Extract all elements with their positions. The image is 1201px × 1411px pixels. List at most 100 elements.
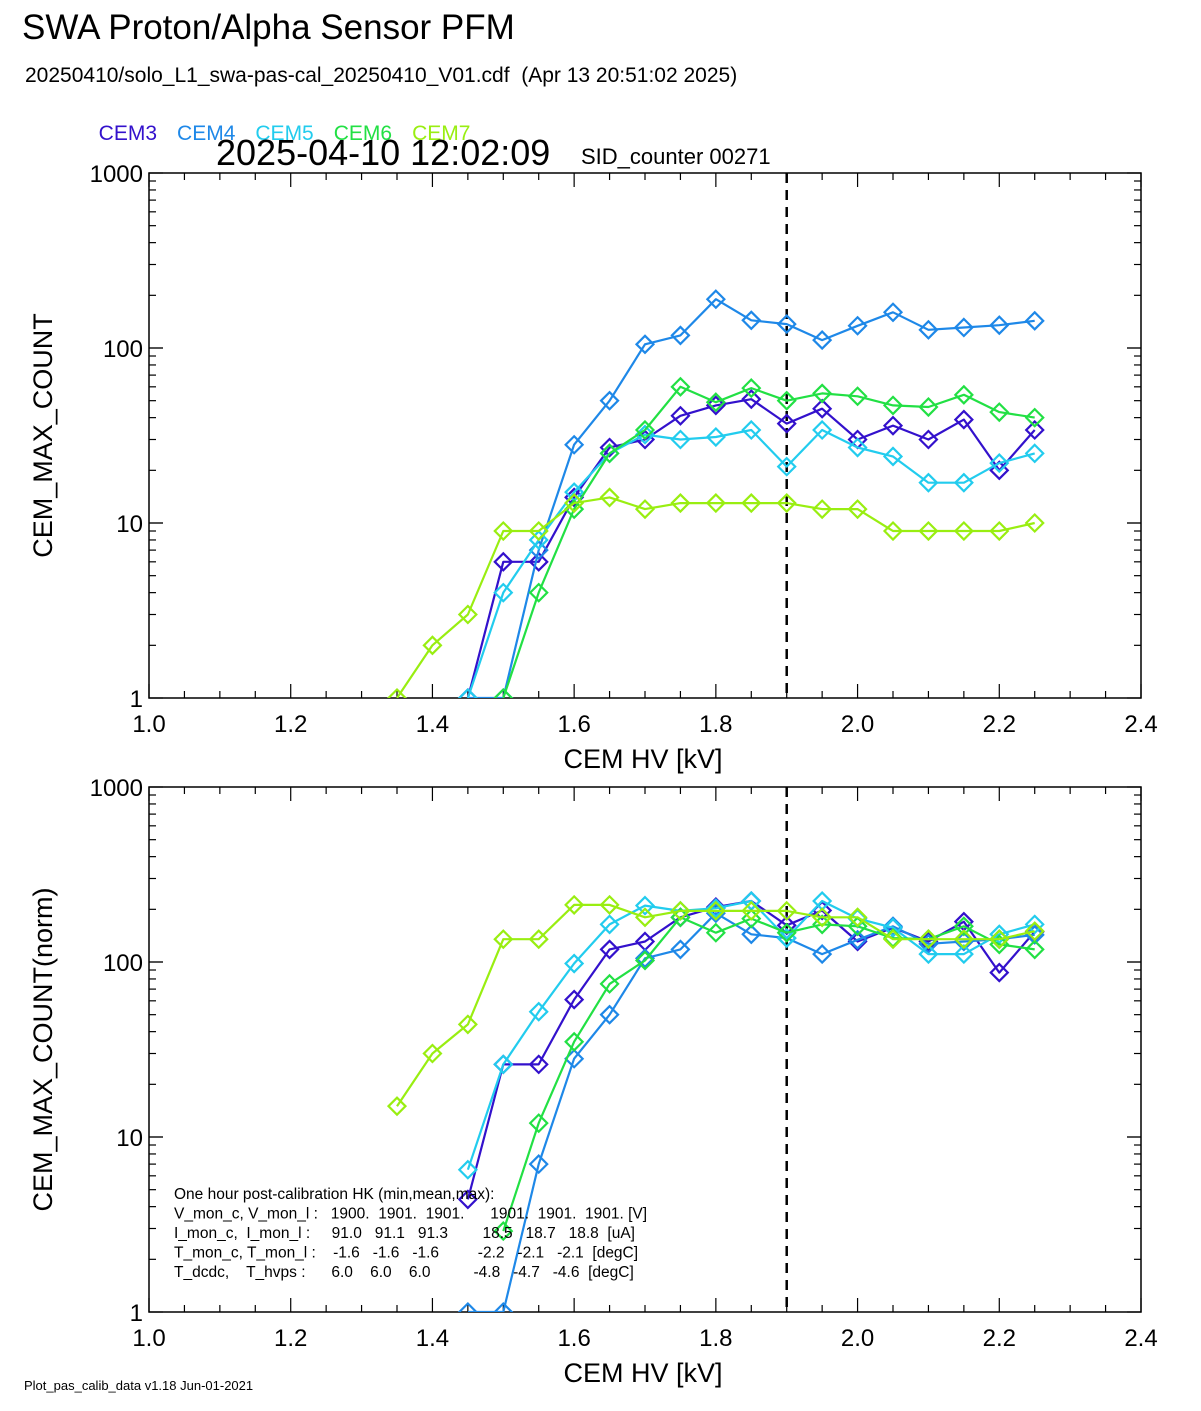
data-point-cem7 [634,499,656,520]
data-point-cem6 [634,419,656,441]
x-axis-label: CEM HV [kV] [563,744,722,774]
data-point-cem7 [386,1096,408,1117]
data-point-cem5 [882,917,904,938]
data-point-cem5 [918,944,939,965]
data-point-cem4 [776,314,797,335]
data-point-cem5 [989,924,1010,945]
data-point-cem7 [493,520,514,542]
data-point-cem7 [847,499,868,520]
x-tick-label: 1.8 [699,1325,732,1352]
data-point-cem4 [670,325,691,346]
data-point-cem3 [528,551,549,572]
data-point-cem4 [1024,310,1045,331]
data-point-cem6 [599,973,620,994]
y-tick-label: 10 [116,511,143,538]
hk-line: T_dcdc, T_hvps : 6.0 6.0 6.0 -4.8 -4.7 -… [174,1264,634,1281]
data-point-cem4 [634,948,656,969]
x-tick-label: 1.4 [416,1325,449,1352]
data-point-cem5 [776,456,797,477]
x-tick-label: 1.6 [557,1325,590,1352]
x-tick-label: 2.4 [1124,711,1157,738]
data-point-cem6 [564,1031,585,1052]
data-point-cem3 [670,405,691,426]
data-point-cem4 [812,330,833,351]
sid-counter: SID_counter 00271 [581,144,771,169]
series-group [386,890,1045,1312]
data-point-cem7 [953,520,974,542]
x-tick-label: 1.6 [557,711,590,738]
data-point-cem5 [989,453,1010,474]
legend-entry-cem3: CEM3 [98,122,158,145]
x-tick-label: 1.2 [274,711,307,738]
y-axis-label: CEM_MAX_COUNT [28,313,58,558]
x-tick-label: 2.2 [983,711,1016,738]
data-point-cem6 [1024,407,1045,428]
data-point-cem4 [599,1004,620,1025]
data-point-cem7 [599,894,620,915]
data-point-cem5 [705,898,726,919]
data-point-cem7 [457,1014,478,1035]
data-point-cem7 [386,687,408,698]
series-line-cem3 [466,899,1036,1200]
data-point-cem5 [953,472,974,493]
data-point-cem5 [670,429,691,450]
data-point-cem5 [847,437,868,458]
data-point-cem6 [953,384,974,405]
data-point-cem3 [1024,419,1045,441]
data-point-cem5 [634,895,656,916]
data-point-cem6 [741,378,762,399]
data-point-cem3 [953,409,974,430]
data-point-cem3 [705,395,726,416]
hk-line: V_mon_c, V_mon_l : 1900. 1901. 1901. 190… [174,1206,647,1223]
data-point-cem7 [741,900,762,921]
data-point-cem4 [882,302,904,323]
data-point-cem6 [493,1221,514,1242]
data-point-cem3 [457,1189,478,1210]
data-point-cem4 [847,315,868,336]
data-point-cem4 [670,939,691,960]
data-point-cem4 [493,1301,514,1312]
data-point-cem3 [599,437,620,458]
series-line-cem3 [466,398,1036,698]
series-line-cem4 [467,912,1035,1312]
data-point-cem7 [918,520,939,542]
data-point-cem7 [599,487,620,508]
data-point-cem6 [599,443,620,464]
hk-line: I_mon_c, I_mon_l : 91.0 91.1 91.3 18.5 1… [174,1225,635,1242]
chart-title: SWA Proton/Alpha Sensor PFM [22,8,515,47]
data-point-cem7 [953,929,974,950]
data-point-cem6 [776,390,797,411]
hk-summary-box: One hour post-calibration HK (min,mean,m… [174,1186,647,1281]
data-point-cem7 [457,604,478,625]
data-point-cem5 [564,953,585,974]
data-point-cem6 [882,395,904,416]
legend-entry-cem6: CEM6 [333,122,393,145]
data-point-cem7 [882,520,904,542]
data-point-cem4 [741,924,762,945]
data-point-cem3 [989,962,1010,983]
data-point-cem7 [989,929,1010,950]
data-point-cem6 [670,376,691,397]
y-tick-label: 10 [116,1125,143,1152]
data-point-cem3 [882,415,904,436]
data-point-cem4 [953,317,974,338]
legend-entry-cem5: CEM5 [255,122,314,145]
data-point-cem7 [989,520,1010,542]
data-point-cem6 [1024,939,1045,960]
data-point-cem5 [1024,914,1045,935]
series-line-cem6 [502,385,1035,698]
data-point-cem6 [918,396,939,418]
data-point-cem6 [634,950,656,971]
data-point-cem5 [493,582,514,603]
file-subtitle: 20250410/solo_L1_swa-pas-cal_20250410_V0… [25,64,738,87]
data-point-cem3 [564,989,585,1010]
y-axis-label: CEM_MAX_COUNT(norm) [28,887,58,1211]
data-point-cem4 [564,434,585,455]
y-tick-label: 1000 [90,775,143,802]
data-point-cem3 [776,413,797,434]
y-tick-label: 1 [130,686,143,713]
chart-panel-2: 1.0 1.2 1.4 1.6 1.8 2.0 2.2 2.4 1 10 100 1000 CEM HV… [28,775,1158,1388]
hk-line: One hour post-calibration HK (min,mean,m… [174,1186,494,1203]
data-point-cem7 [812,499,833,520]
